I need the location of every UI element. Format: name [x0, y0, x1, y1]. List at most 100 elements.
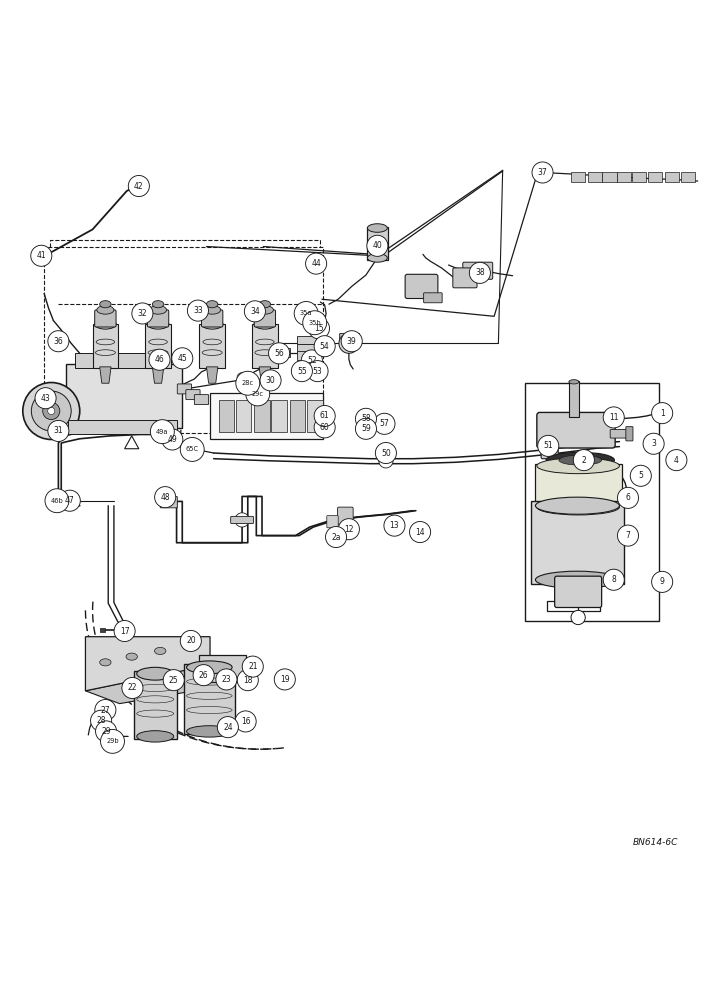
FancyBboxPatch shape: [602, 172, 617, 182]
Text: 15: 15: [314, 324, 324, 333]
Text: 42: 42: [134, 182, 144, 191]
Text: 54: 54: [320, 342, 330, 351]
Circle shape: [603, 407, 624, 428]
Text: 55: 55: [297, 367, 307, 376]
Circle shape: [132, 303, 153, 324]
Text: 4: 4: [674, 456, 679, 465]
FancyBboxPatch shape: [337, 507, 353, 524]
Ellipse shape: [204, 306, 221, 314]
Circle shape: [36, 250, 47, 261]
Text: 25: 25: [169, 676, 179, 685]
Circle shape: [48, 331, 69, 352]
FancyBboxPatch shape: [231, 516, 253, 523]
Circle shape: [617, 525, 639, 546]
Ellipse shape: [535, 497, 619, 514]
Text: 29: 29: [101, 727, 111, 736]
Circle shape: [666, 450, 687, 471]
Circle shape: [48, 407, 55, 415]
Text: 9: 9: [660, 577, 664, 586]
Circle shape: [193, 665, 214, 686]
FancyBboxPatch shape: [367, 227, 388, 260]
Ellipse shape: [569, 380, 579, 384]
Polygon shape: [152, 367, 164, 383]
Text: 36: 36: [53, 337, 63, 346]
FancyBboxPatch shape: [99, 706, 108, 720]
Circle shape: [122, 677, 143, 699]
FancyBboxPatch shape: [424, 293, 442, 303]
Text: 22: 22: [127, 683, 137, 692]
FancyBboxPatch shape: [221, 402, 232, 430]
FancyBboxPatch shape: [271, 348, 290, 357]
Circle shape: [45, 489, 69, 513]
FancyBboxPatch shape: [199, 324, 225, 368]
FancyBboxPatch shape: [531, 501, 624, 584]
Circle shape: [374, 413, 395, 434]
Polygon shape: [85, 637, 210, 691]
Text: 19: 19: [280, 675, 290, 684]
Text: 30: 30: [266, 376, 276, 385]
Ellipse shape: [155, 647, 166, 655]
Circle shape: [305, 253, 327, 274]
FancyBboxPatch shape: [219, 400, 234, 432]
Circle shape: [643, 433, 664, 454]
FancyBboxPatch shape: [252, 324, 278, 368]
Text: 53: 53: [313, 367, 323, 376]
Circle shape: [268, 343, 290, 364]
Ellipse shape: [546, 452, 614, 468]
Circle shape: [367, 235, 388, 256]
Text: 28: 28: [96, 716, 106, 725]
FancyBboxPatch shape: [309, 402, 320, 430]
Circle shape: [31, 391, 71, 431]
Circle shape: [339, 333, 359, 353]
Text: 26: 26: [199, 671, 209, 680]
FancyBboxPatch shape: [194, 395, 209, 405]
Ellipse shape: [254, 319, 276, 329]
Text: 57: 57: [379, 419, 389, 428]
FancyBboxPatch shape: [617, 172, 631, 182]
Text: 43: 43: [41, 394, 51, 403]
Ellipse shape: [537, 499, 619, 515]
FancyBboxPatch shape: [626, 427, 633, 441]
Circle shape: [180, 437, 204, 461]
Polygon shape: [206, 367, 218, 383]
Circle shape: [90, 710, 112, 731]
FancyBboxPatch shape: [134, 671, 177, 739]
Text: 6: 6: [626, 493, 630, 502]
FancyBboxPatch shape: [297, 344, 320, 353]
Text: 13: 13: [389, 521, 399, 530]
Text: 52: 52: [307, 356, 317, 365]
Text: 39: 39: [347, 337, 357, 346]
Circle shape: [246, 382, 270, 406]
Text: 28c: 28c: [241, 380, 254, 386]
FancyBboxPatch shape: [201, 310, 223, 327]
Ellipse shape: [256, 306, 273, 314]
Bar: [525, 383, 659, 621]
Circle shape: [603, 569, 624, 590]
Ellipse shape: [152, 301, 164, 308]
FancyBboxPatch shape: [297, 351, 320, 360]
Bar: [58, 498, 62, 504]
Ellipse shape: [206, 301, 218, 308]
Ellipse shape: [126, 653, 137, 660]
Text: 27: 27: [100, 706, 110, 715]
Ellipse shape: [187, 661, 232, 674]
Text: 8: 8: [612, 575, 616, 584]
FancyBboxPatch shape: [186, 390, 200, 400]
FancyBboxPatch shape: [238, 402, 249, 430]
Text: 11: 11: [609, 413, 619, 422]
FancyBboxPatch shape: [307, 400, 323, 432]
Circle shape: [355, 408, 377, 429]
FancyBboxPatch shape: [541, 436, 558, 459]
Circle shape: [236, 371, 260, 395]
Ellipse shape: [147, 319, 169, 329]
Circle shape: [303, 311, 327, 335]
Circle shape: [23, 383, 80, 439]
Ellipse shape: [367, 224, 387, 232]
Text: 34: 34: [250, 307, 260, 316]
Polygon shape: [85, 665, 206, 704]
Text: 17: 17: [120, 627, 130, 636]
FancyBboxPatch shape: [681, 172, 695, 182]
Circle shape: [294, 301, 318, 325]
Circle shape: [409, 522, 431, 543]
Circle shape: [630, 465, 651, 486]
